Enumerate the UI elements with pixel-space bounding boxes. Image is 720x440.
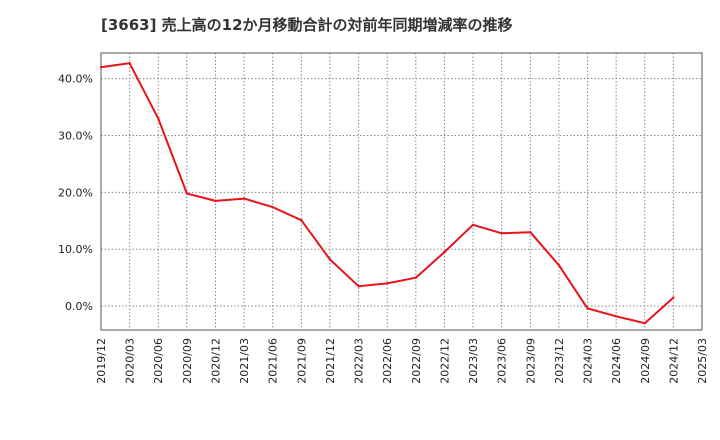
x-tick-label: 2023/09: [524, 338, 537, 384]
data-point: [300, 219, 302, 221]
data-point: [100, 66, 102, 68]
x-tick-label: 2021/09: [295, 338, 308, 384]
x-tick-label: 2021/03: [238, 338, 251, 384]
x-tick-label: 2022/06: [381, 338, 394, 384]
data-point: [615, 315, 617, 317]
data-point: [472, 224, 474, 226]
data-point: [214, 200, 216, 202]
data-point: [529, 231, 531, 233]
data-point: [415, 276, 417, 278]
x-tick-label: 2020/06: [152, 338, 165, 384]
data-point: [243, 197, 245, 199]
x-tick-label: 2022/12: [438, 338, 451, 384]
x-tick-label: 2023/12: [553, 338, 566, 384]
data-point: [186, 192, 188, 194]
plot-area-frame: [101, 53, 702, 330]
line-chart: 0.0%10.0%20.0%30.0%40.0% 2019/12 2020/03 2…: [0, 0, 720, 440]
x-axis-tick-labels: 2019/12 2020/03 2020/06 2020/09 2020/12 2021/…: [95, 338, 709, 384]
y-tick-label: 10.0%: [58, 243, 93, 256]
x-tick-label: 2023/06: [496, 338, 509, 384]
data-point: [128, 62, 130, 64]
x-tick-label: 2023/03: [467, 338, 480, 384]
x-tick-label: 2024/12: [667, 338, 680, 384]
x-tick-label: 2024/09: [639, 338, 652, 384]
x-tick-label: 2021/06: [267, 338, 280, 384]
x-tick-label: 2024/06: [610, 338, 623, 384]
y-tick-label: 40.0%: [58, 73, 93, 86]
x-tick-label: 2021/12: [324, 338, 337, 384]
x-tick-label: 2020/03: [124, 338, 137, 384]
data-point: [558, 264, 560, 266]
data-point: [272, 206, 274, 208]
y-tick-label: 20.0%: [58, 186, 93, 199]
x-tick-label: 2022/03: [353, 338, 366, 384]
data-point: [644, 322, 646, 324]
data-point: [586, 307, 588, 309]
y-tick-label: 30.0%: [58, 129, 93, 142]
x-tick-label: 2022/09: [410, 338, 423, 384]
grid-lines: [101, 53, 702, 330]
y-tick-label: 0.0%: [65, 300, 93, 313]
data-point: [329, 258, 331, 260]
x-tick-label: 2020/12: [209, 338, 222, 384]
x-tick-label: 2024/03: [582, 338, 595, 384]
x-tick-label: 2020/09: [181, 338, 194, 384]
data-point: [500, 232, 502, 234]
data-point: [443, 251, 445, 253]
data-point: [386, 282, 388, 284]
data-point: [357, 285, 359, 287]
x-tick-label: 2025/03: [696, 338, 709, 384]
data-point: [157, 117, 159, 119]
data-point: [672, 296, 674, 298]
x-tick-label: 2019/12: [95, 338, 108, 384]
y-axis-tick-labels: 0.0% 10.0% 20.0% 30.0% 40.0%: [58, 73, 93, 314]
